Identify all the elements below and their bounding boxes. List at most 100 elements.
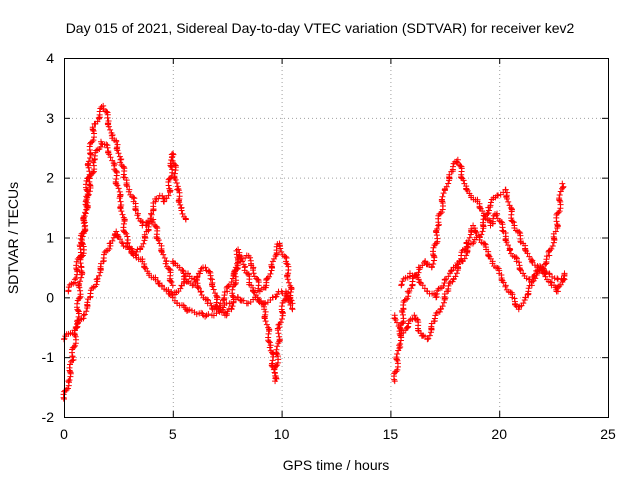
data-point-interp bbox=[461, 255, 468, 262]
data-point-interp bbox=[402, 296, 409, 303]
data-point-interp bbox=[161, 255, 168, 262]
data-point bbox=[289, 306, 296, 313]
data-point-interp bbox=[273, 346, 280, 353]
data-point-interp bbox=[240, 297, 247, 304]
data-point-interp bbox=[84, 299, 91, 306]
data-point-interp bbox=[287, 288, 294, 295]
data-point bbox=[396, 342, 403, 349]
data-point-interp bbox=[141, 264, 148, 271]
data-point-interp bbox=[203, 296, 210, 303]
data-point-interp bbox=[212, 290, 219, 297]
data-point-interp bbox=[485, 252, 492, 259]
data-point-interp bbox=[106, 245, 113, 252]
data-point bbox=[100, 258, 107, 265]
data-point-interp bbox=[499, 227, 506, 234]
data-point-interp bbox=[481, 240, 488, 247]
data-point-interp bbox=[160, 251, 167, 258]
data-point-interp bbox=[89, 124, 96, 131]
data-point-interp bbox=[287, 301, 294, 308]
data-point-interp bbox=[430, 252, 437, 259]
data-point-interp bbox=[162, 260, 169, 267]
data-point-interp bbox=[272, 372, 279, 379]
data-point-interp bbox=[393, 354, 400, 361]
data-point-interp bbox=[93, 281, 100, 288]
data-point-interp bbox=[234, 260, 241, 267]
data-point-interp bbox=[119, 211, 126, 218]
data-point-interp bbox=[148, 211, 155, 218]
data-point-interp bbox=[107, 154, 114, 161]
data-point-interp bbox=[266, 339, 273, 346]
data-point-interp bbox=[172, 167, 179, 174]
data-point-interp bbox=[275, 330, 282, 337]
data-point-interp bbox=[194, 284, 201, 291]
data-point-interp bbox=[245, 300, 252, 307]
data-point-interp bbox=[430, 261, 437, 268]
data-point bbox=[80, 312, 87, 319]
data-point-interp bbox=[554, 221, 561, 228]
data-point-interp bbox=[232, 264, 239, 271]
data-point-interp bbox=[64, 385, 71, 392]
data-point-interp bbox=[87, 182, 94, 189]
data-point bbox=[424, 336, 431, 343]
data-point-interp bbox=[400, 315, 407, 322]
data-point-interp bbox=[439, 193, 446, 200]
data-point-interp bbox=[90, 162, 97, 169]
data-point-interp bbox=[487, 199, 494, 206]
data-point-interp bbox=[140, 240, 147, 247]
data-point-interp bbox=[77, 287, 84, 294]
data-point bbox=[528, 258, 535, 265]
data-point-interp bbox=[405, 320, 412, 327]
data-point-interp bbox=[460, 177, 467, 184]
data-point-interp bbox=[78, 263, 85, 270]
data-point-interp bbox=[433, 232, 440, 239]
data-point-interp bbox=[503, 239, 510, 246]
data-point-interp bbox=[247, 254, 254, 261]
data-point-interp bbox=[93, 147, 100, 154]
data-point bbox=[391, 378, 398, 385]
data-point-interp bbox=[118, 239, 125, 246]
data-point bbox=[93, 276, 100, 283]
data-point-interp bbox=[273, 243, 280, 250]
data-point-interp bbox=[124, 233, 131, 240]
data-point-interp bbox=[463, 186, 470, 193]
x-tick-label: 20 bbox=[491, 426, 507, 442]
data-point-interp bbox=[557, 188, 564, 195]
data-point bbox=[113, 138, 120, 145]
data-point-interp bbox=[103, 141, 110, 148]
data-point bbox=[552, 228, 559, 235]
data-point-interp bbox=[408, 285, 415, 292]
data-point-interp bbox=[285, 279, 292, 286]
data-point bbox=[165, 192, 172, 199]
data-point-interp bbox=[450, 163, 457, 170]
data-point-interp bbox=[278, 303, 285, 310]
data-point-interp bbox=[258, 297, 265, 304]
data-point bbox=[554, 276, 561, 283]
data-point-interp bbox=[177, 201, 184, 208]
data-point-interp bbox=[205, 311, 212, 318]
data-point-interp bbox=[114, 147, 121, 154]
data-point-interp bbox=[168, 154, 175, 161]
data-point-interp bbox=[125, 188, 132, 195]
data-point-interp bbox=[516, 229, 523, 236]
data-point-interp bbox=[453, 262, 460, 269]
data-point bbox=[217, 300, 224, 307]
data-point-interp bbox=[84, 199, 91, 206]
data-point-interp bbox=[80, 215, 87, 222]
data-point-interp bbox=[179, 267, 186, 274]
data-point bbox=[189, 282, 196, 289]
data-point-interp bbox=[560, 183, 567, 190]
data-point-interp bbox=[210, 286, 217, 293]
data-point-interp bbox=[158, 247, 165, 254]
data-point-interp bbox=[96, 272, 103, 279]
data-point-interp bbox=[224, 310, 231, 317]
data-point-interp bbox=[85, 158, 92, 165]
data-point-interp bbox=[509, 218, 516, 225]
data-point-interp bbox=[276, 336, 283, 343]
data-point bbox=[433, 294, 440, 301]
data-point-interp bbox=[86, 175, 93, 182]
data-point-interp bbox=[445, 180, 452, 187]
data-point-interp bbox=[283, 255, 290, 262]
data-point-interp bbox=[543, 269, 550, 276]
data-point-interp bbox=[254, 276, 261, 283]
data-point-interp bbox=[505, 242, 512, 249]
